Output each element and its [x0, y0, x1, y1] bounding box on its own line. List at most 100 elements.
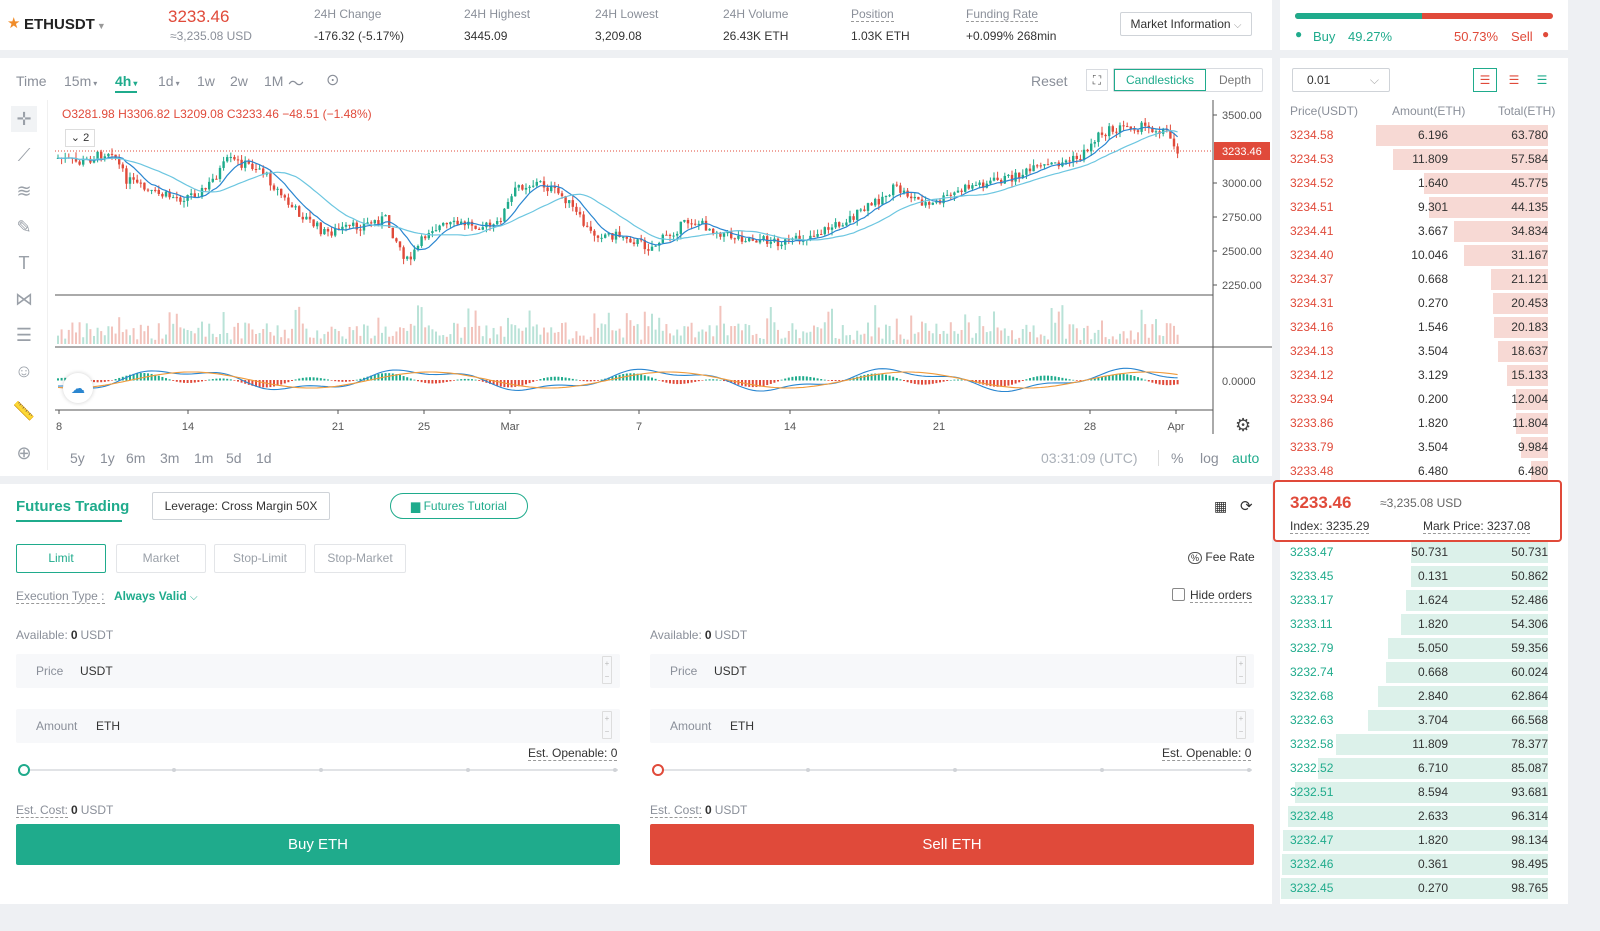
text-icon[interactable]: T: [18, 253, 30, 273]
ruler-icon[interactable]: 📏: [12, 401, 36, 421]
asks-row[interactable]: 3234.52 1.640 45.775: [1280, 171, 1558, 195]
fullscreen-icon[interactable]: ⛶: [1086, 69, 1108, 91]
fib-icon[interactable]: ≋: [16, 181, 32, 201]
amount-stepper[interactable]: + −: [1236, 711, 1246, 739]
settings-icon[interactable]: ⚙: [1235, 415, 1252, 435]
bids-row[interactable]: 3232.47 1.820 98.134: [1280, 828, 1558, 852]
order-tab-stop-limit[interactable]: Stop-Limit: [214, 544, 306, 573]
execution-type-select[interactable]: Always Valid ⌵: [114, 589, 198, 603]
candlestick-chart[interactable]: 3500.00 3000.00 2750.00 2500.00 2250.00 3233.…: [0, 58, 1272, 476]
asks-row[interactable]: 3234.51 9.301 44.135: [1280, 195, 1558, 219]
buy-amount-input[interactable]: Amount ETH + −: [16, 709, 620, 743]
scale-percent[interactable]: %: [1171, 450, 1184, 466]
asks-row[interactable]: 3233.48 6.480 6.480: [1280, 459, 1558, 483]
range-1y[interactable]: 1y: [100, 450, 115, 466]
refresh-icon[interactable]: ⟳: [1240, 498, 1253, 515]
buy-eth-button[interactable]: Buy ETH: [16, 824, 620, 865]
range-1d[interactable]: 1d: [256, 450, 272, 466]
sell-price-input[interactable]: Price USDT + −: [650, 654, 1254, 688]
sell-amount-input[interactable]: Amount ETH + −: [650, 709, 1254, 743]
asks-row[interactable]: 3234.16 1.546 20.183: [1280, 315, 1558, 339]
price-stepper[interactable]: + −: [602, 656, 612, 684]
range-6m[interactable]: 6m: [126, 450, 146, 466]
buy-amount-slider[interactable]: [18, 764, 618, 776]
precision-select[interactable]: 0.01 ⌵: [1292, 68, 1390, 92]
leverage-button[interactable]: Leverage: Cross Margin 50X: [152, 492, 330, 520]
price-stepper[interactable]: + −: [1236, 656, 1246, 684]
futures-trading-tab[interactable]: Futures Trading: [16, 498, 130, 515]
asks-row[interactable]: 3233.79 3.504 9.984: [1280, 435, 1558, 459]
buy-price-input[interactable]: Price USDT + −: [16, 654, 620, 688]
brush-icon[interactable]: ✎: [16, 217, 32, 237]
bids-row[interactable]: 3232.74 0.668 60.024: [1280, 660, 1558, 684]
sell-eth-button[interactable]: Sell ETH: [650, 824, 1254, 865]
asks-row[interactable]: 3234.41 3.667 34.834: [1280, 219, 1558, 243]
bids-row[interactable]: 3232.68 2.840 62.864: [1280, 684, 1558, 708]
interval-4h[interactable]: 4h ▾: [115, 73, 138, 93]
bids-row[interactable]: 3232.63 3.704 66.568: [1280, 708, 1558, 732]
interval-1m[interactable]: 1M: [264, 73, 283, 89]
futures-tutorial-button[interactable]: ▆ Futures Tutorial: [390, 493, 528, 519]
emoji-icon[interactable]: ☺: [14, 361, 34, 381]
bids-row[interactable]: 3232.48 2.633 96.314: [1280, 804, 1558, 828]
asks-row[interactable]: 3234.40 10.046 31.167: [1280, 243, 1558, 267]
bids-row[interactable]: 3233.11 1.820 54.306: [1280, 612, 1558, 636]
line-type-icon[interactable]: 〜: [288, 76, 305, 93]
bids-row[interactable]: 3233.47 50.731 50.731: [1280, 540, 1558, 564]
reset-button[interactable]: Reset: [1031, 73, 1068, 89]
measure-icon[interactable]: ☰: [15, 325, 33, 345]
indicators-icon[interactable]: ⊙: [326, 72, 340, 89]
interval-1w[interactable]: 1w: [197, 73, 215, 89]
range-3m[interactable]: 3m: [160, 450, 180, 466]
scale-auto[interactable]: auto: [1232, 450, 1260, 466]
asks-row[interactable]: 3234.12 3.129 15.133: [1280, 363, 1558, 387]
range-5d[interactable]: 5d: [226, 450, 242, 466]
bids-row[interactable]: 3232.58 11.809 78.377: [1280, 732, 1558, 756]
candlesticks-tab[interactable]: Candlesticks: [1114, 69, 1206, 91]
view-asks-icon[interactable]: ☰: [1508, 73, 1520, 87]
scale-log[interactable]: log: [1200, 450, 1219, 466]
amount-stepper[interactable]: + −: [602, 711, 612, 739]
bids-row[interactable]: 3232.79 5.050 59.356: [1280, 636, 1558, 660]
asks-row[interactable]: 3233.86 1.820 11.804: [1280, 411, 1558, 435]
range-1m[interactable]: 1m: [194, 450, 214, 466]
range-5y[interactable]: 5y: [70, 450, 85, 466]
asks-row[interactable]: 3234.13 3.504 18.637: [1280, 339, 1558, 363]
view-bids-icon[interactable]: ☰: [1536, 73, 1548, 87]
symbol-selector[interactable]: ETHUSDT ▼: [24, 16, 106, 33]
hide-orders-label[interactable]: Hide orders: [1190, 588, 1253, 603]
asks-row[interactable]: 3234.31 0.270 20.453: [1280, 291, 1558, 315]
bids-row[interactable]: 3233.17 1.624 52.486: [1280, 588, 1558, 612]
asks-row[interactable]: 3234.53 11.809 57.584: [1280, 147, 1558, 171]
order-tab-limit[interactable]: Limit: [16, 544, 106, 573]
interval-2w[interactable]: 2w: [230, 73, 248, 89]
slider-knob[interactable]: [652, 764, 664, 776]
bids-row[interactable]: 3232.46 0.361 98.495: [1280, 852, 1558, 876]
indicator-collapse-button[interactable]: ⌄ 2: [65, 129, 95, 147]
interval-1d[interactable]: 1d ▾: [158, 73, 180, 89]
grid-icon[interactable]: ▦: [1214, 498, 1228, 514]
asks-row[interactable]: 3234.37 0.668 21.121: [1280, 267, 1558, 291]
interval-time[interactable]: Time: [16, 73, 47, 89]
trendline-icon[interactable]: ⟋: [17, 145, 31, 165]
bids-row[interactable]: 3232.52 6.710 85.087: [1280, 756, 1558, 780]
depth-tab[interactable]: Depth: [1218, 73, 1252, 87]
star-icon[interactable]: ★: [7, 15, 21, 32]
fee-rate-button[interactable]: % Fee Rate: [1188, 550, 1255, 564]
interval-15m[interactable]: 15m ▾: [64, 73, 97, 89]
zoom-in-icon[interactable]: ⊕: [16, 443, 32, 463]
slider-knob[interactable]: [18, 764, 30, 776]
order-tab-stop-market[interactable]: Stop-Market: [314, 544, 406, 573]
bids-row[interactable]: 3232.45 0.270 98.765: [1280, 876, 1558, 900]
hide-orders-checkbox[interactable]: [1172, 588, 1185, 601]
order-tab-market[interactable]: Market: [116, 544, 206, 573]
bids-row[interactable]: 3232.51 8.594 93.681: [1280, 780, 1558, 804]
bids-row[interactable]: 3233.45 0.131 50.862: [1280, 564, 1558, 588]
view-both-icon[interactable]: ☰: [1473, 68, 1497, 92]
asks-row[interactable]: 3234.58 6.196 63.780: [1280, 123, 1558, 147]
crosshair-icon[interactable]: ✛: [11, 106, 37, 132]
market-information-dropdown[interactable]: Market Information ⌵: [1120, 12, 1252, 36]
asks-row[interactable]: 3233.94 0.200 12.004: [1280, 387, 1558, 411]
pattern-icon[interactable]: ⋈: [15, 289, 33, 309]
sell-amount-slider[interactable]: [652, 764, 1252, 776]
